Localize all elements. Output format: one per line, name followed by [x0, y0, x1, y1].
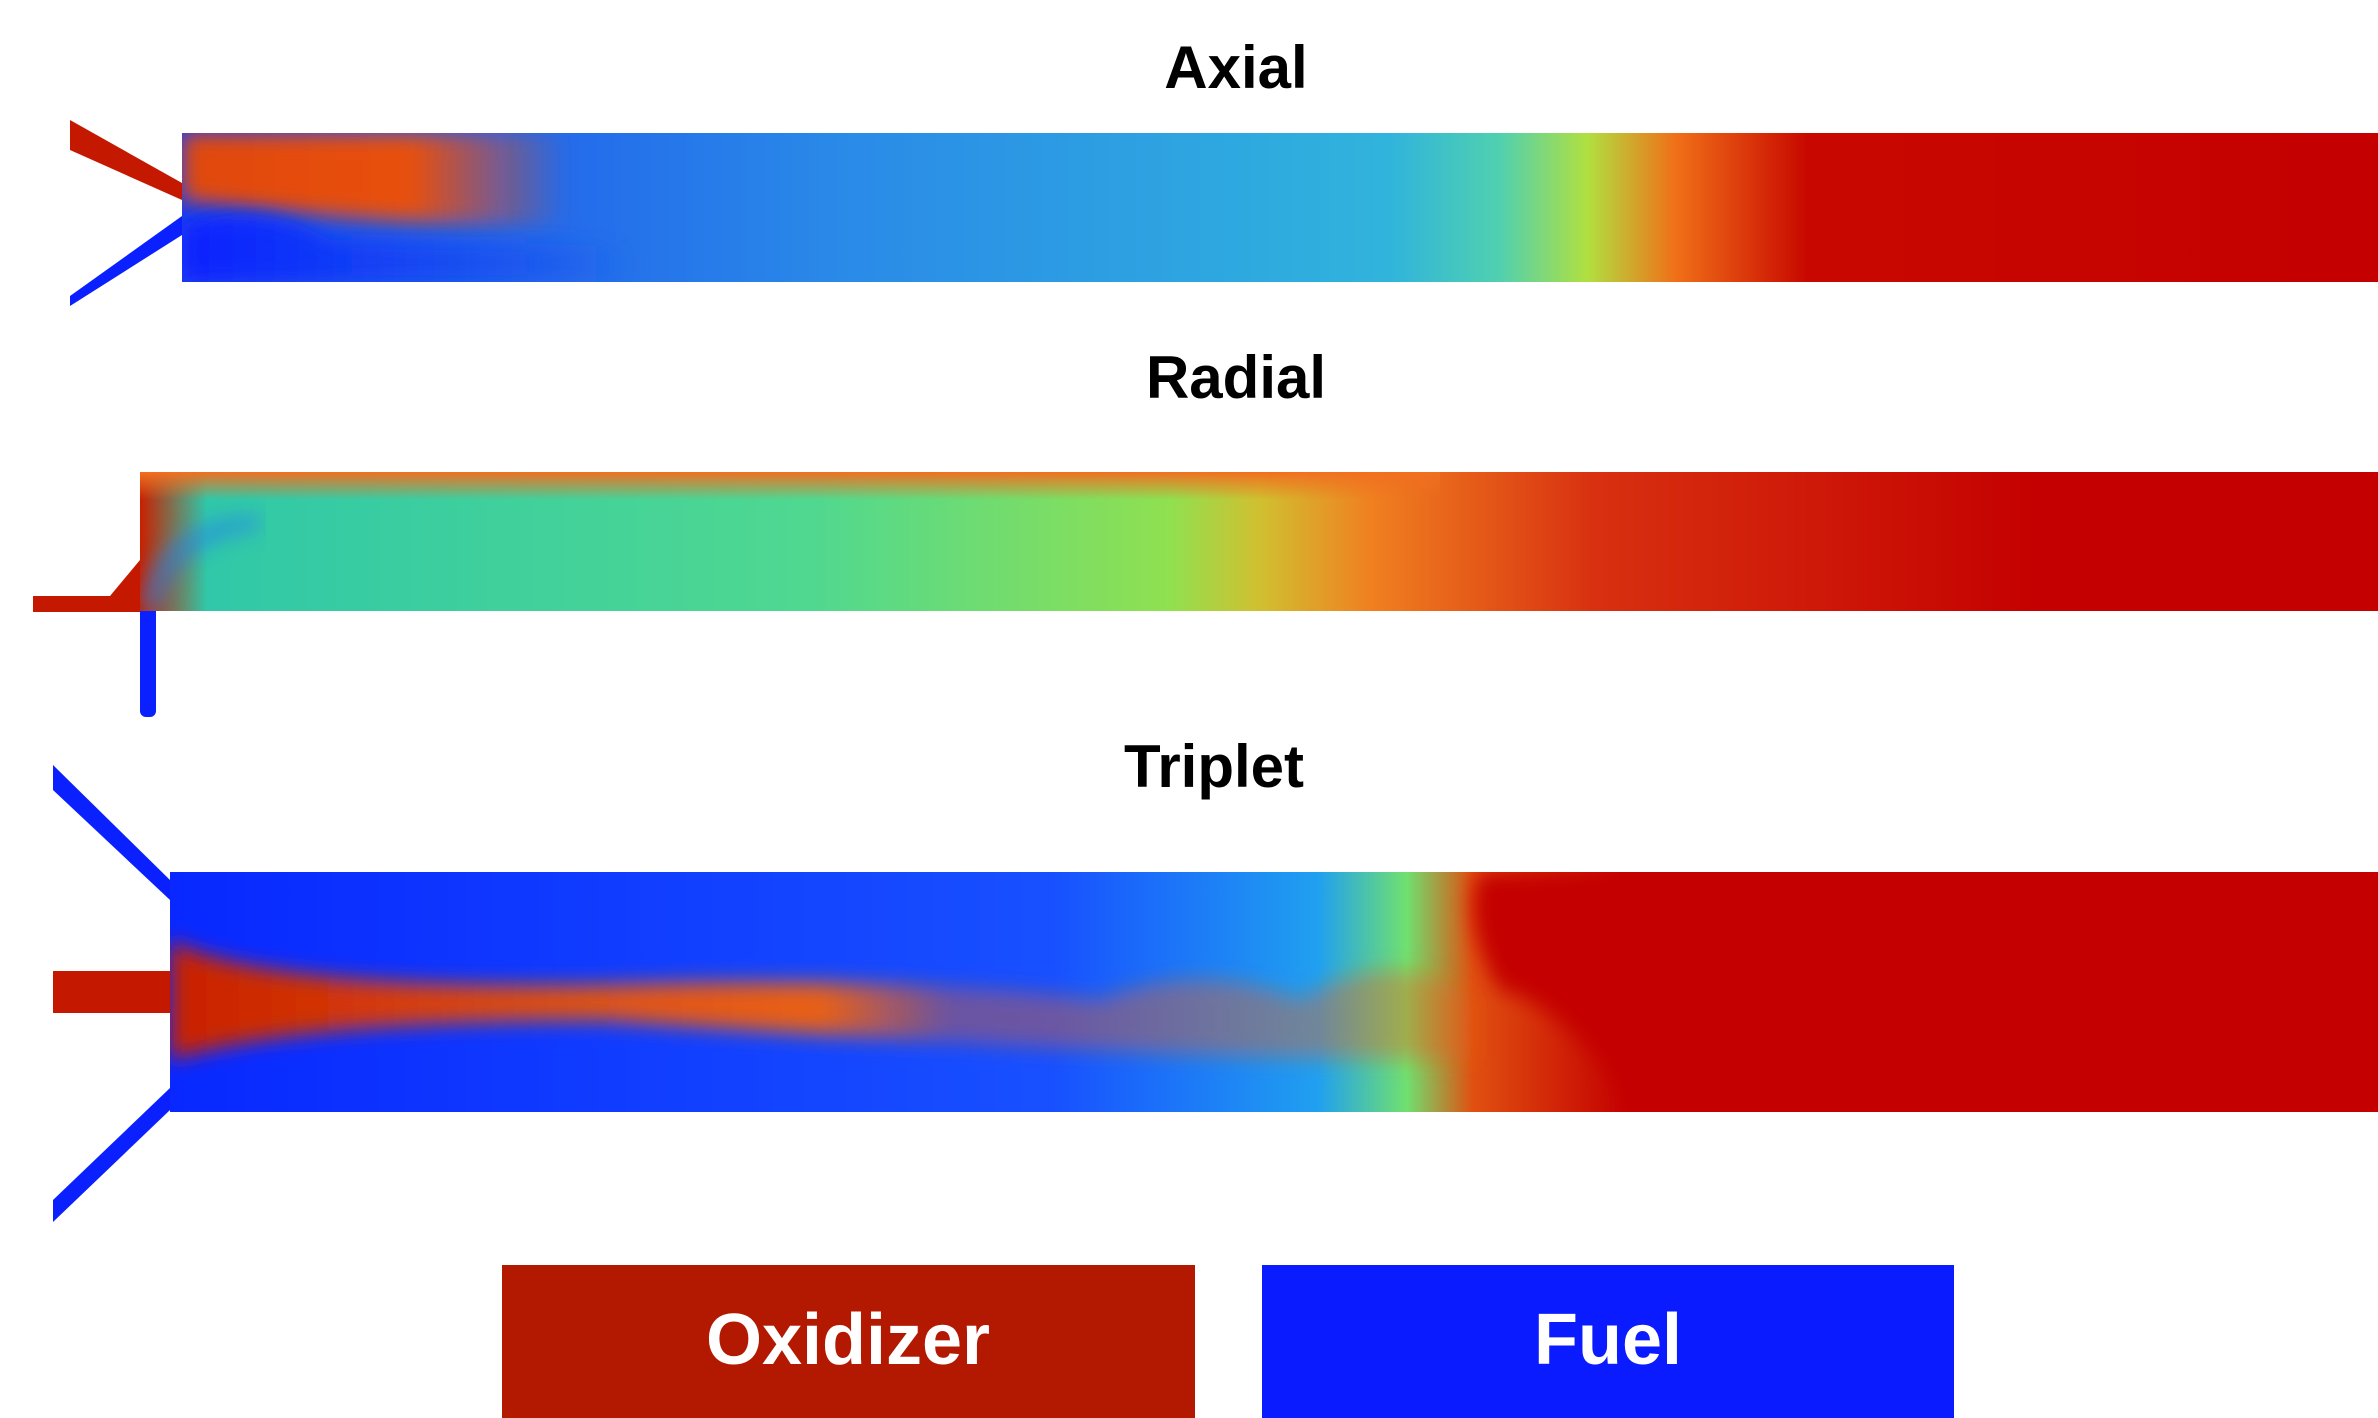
legend-oxidizer: Oxidizer: [502, 1265, 1195, 1418]
triplet-field: [170, 872, 2378, 1112]
radial-field: [140, 472, 2378, 611]
legend-label: Fuel: [1534, 1300, 1682, 1380]
figure: Axial Radial Triplet Oxidizer Fuel: [0, 0, 2378, 1418]
triplet-injector: [53, 765, 173, 1222]
radial-injector: [33, 560, 156, 717]
panel-title: Radial: [1146, 344, 1326, 411]
legend-label: Oxidizer: [706, 1300, 990, 1380]
axial-field: [182, 133, 2378, 282]
panel-title: Triplet: [1124, 733, 1304, 800]
axial-injector: [70, 120, 182, 306]
panel-title: Axial: [1164, 34, 1307, 101]
legend-fuel: Fuel: [1262, 1265, 1954, 1418]
page: Axial Radial Triplet Oxidizer Fuel: [0, 0, 2378, 1418]
